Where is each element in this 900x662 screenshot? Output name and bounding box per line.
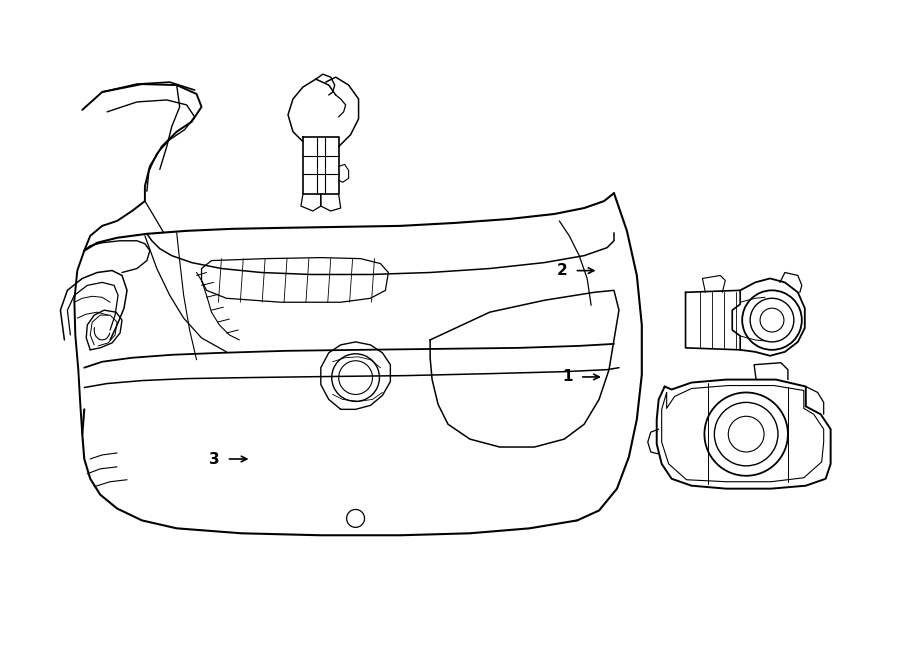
Text: 2: 2 <box>557 263 568 278</box>
Text: 3: 3 <box>209 451 220 467</box>
Text: 1: 1 <box>562 369 573 385</box>
